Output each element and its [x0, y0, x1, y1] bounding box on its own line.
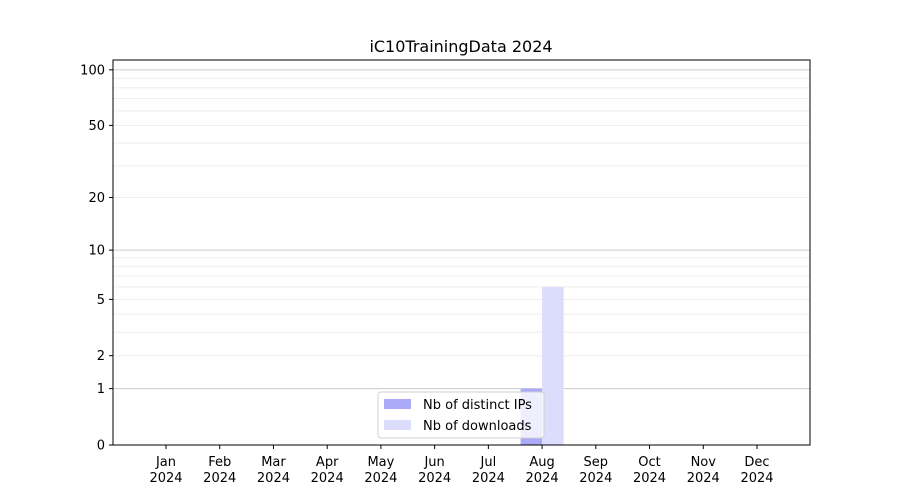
x-tick-label: 2024 [472, 471, 505, 486]
chart-title: iC10TrainingData 2024 [369, 37, 552, 56]
x-tick-label: 2024 [311, 471, 344, 486]
x-tick-label: May [367, 455, 394, 470]
legend: Nb of distinct IPs Nb of downloads [377, 391, 545, 439]
x-tick-label: Apr [316, 455, 339, 470]
legend-box [377, 391, 545, 439]
y-tick-label: 20 [88, 191, 105, 206]
x-tick-label: 2024 [740, 471, 773, 486]
y-tick-label: 5 [97, 293, 105, 308]
plot-frame [112, 59, 811, 446]
x-tick-label: Nov [691, 455, 717, 470]
x-tick-label: 2024 [364, 471, 397, 486]
y-tick-label: 10 [88, 244, 105, 259]
legend-swatch [384, 399, 411, 409]
x-tick-label: Mar [261, 455, 286, 470]
legend-label: Nb of downloads [423, 419, 532, 434]
x-tick-label: Dec [744, 455, 769, 470]
x-tick-label: Oct [638, 455, 660, 470]
x-tick-label: Jan [155, 455, 176, 470]
x-tick-label: 2024 [418, 471, 451, 486]
y-tick-label: 2 [97, 349, 105, 364]
y-tick-label: 0 [97, 439, 105, 454]
x-tick-label: Sep [584, 455, 609, 470]
x-tick-label: Jun [423, 455, 444, 470]
x-tick-label: 2024 [257, 471, 290, 486]
x-tick-label: 2024 [633, 471, 666, 486]
x-tick-label: Jul [480, 455, 497, 470]
y-tick-label: 1 [97, 382, 105, 397]
legend-swatch [384, 420, 411, 430]
x-tick-label: Feb [208, 455, 231, 470]
y-tick-label: 100 [80, 63, 105, 78]
x-tick-label: 2024 [579, 471, 612, 486]
x-tick-label: Aug [529, 455, 554, 470]
y-tick-label: 50 [88, 119, 105, 134]
x-tick-label: 2024 [203, 471, 236, 486]
legend-label: Nb of distinct IPs [423, 398, 532, 413]
x-tick-label: 2024 [526, 471, 559, 486]
x-tick-label: 2024 [149, 471, 182, 486]
bar-downloads [542, 286, 564, 445]
x-tick-label: 2024 [687, 471, 720, 486]
